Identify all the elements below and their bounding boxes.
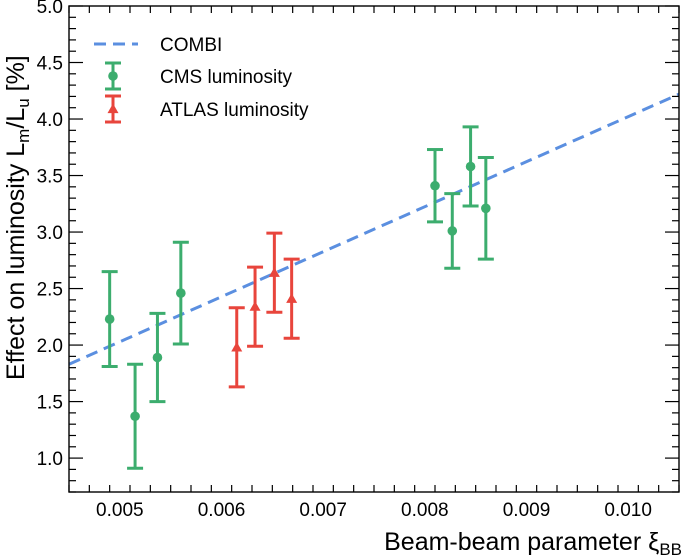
y-tick-label: 4.0 [37, 110, 63, 131]
y-tick-label: 5.0 [37, 0, 63, 18]
x-tick-label: 0.008 [401, 500, 449, 521]
legend: COMBI CMS luminosity ATLAS luminosity [94, 35, 309, 124]
x-tick-label: 0.009 [503, 500, 551, 521]
x-axis-title-subscript: BB [659, 540, 682, 556]
legend-entry-combi: COMBI [94, 35, 222, 56]
data-point [172, 240, 189, 346]
y-axis-title-sub-m: m [14, 129, 33, 143]
marker [249, 301, 261, 311]
data-point [127, 362, 144, 470]
x-tick-label: 0.007 [299, 500, 347, 521]
y-tick-label: 4.5 [37, 54, 63, 75]
y-tick-label: 1.5 [37, 393, 63, 414]
marker [286, 293, 298, 303]
data-point [149, 311, 166, 404]
series-atlas-luminosity [228, 231, 300, 389]
x-axis-title: Beam-beam parameter ξBB [384, 528, 682, 556]
y-axis-title-mid: /L [2, 108, 30, 129]
marker [152, 352, 163, 363]
marker [176, 288, 186, 298]
data-layer [68, 92, 680, 470]
data-point [283, 257, 300, 340]
y-axis-title: Effect on luminosity Lm/Lu [%] [2, 55, 33, 380]
y-tick-label: 2.0 [37, 336, 63, 357]
x-tick-label: 0.006 [198, 500, 246, 521]
marker [481, 203, 491, 214]
y-axis-title-unit: [%] [2, 55, 30, 98]
legend-label: ATLAS luminosity [160, 100, 309, 121]
data-point [477, 155, 494, 261]
marker [430, 180, 440, 191]
y-axis-title-main: Effect on luminosity L [2, 143, 30, 380]
y-axis-title-sub-u: u [14, 98, 33, 107]
data-point [228, 306, 245, 389]
marker [231, 341, 243, 352]
ticks-layer: 0.005 0.006 0.007 0.008 0.009 0.010 1.0 1.5 2.0 2… [37, 0, 680, 521]
legend-marker [107, 103, 119, 114]
data-point [247, 265, 264, 348]
data-point [427, 148, 443, 224]
legend-entry-cms-luminosity: CMS luminosity [105, 61, 292, 91]
legend-entry-atlas-luminosity: ATLAS luminosity [105, 94, 309, 124]
y-tick-label: 2.5 [37, 280, 63, 301]
series-cms-luminosity [101, 125, 494, 470]
marker [465, 161, 476, 172]
x-axis-title-main: Beam-beam parameter ξ [384, 528, 659, 556]
marker [268, 267, 280, 277]
x-tick-label: 0.005 [96, 500, 144, 521]
series-combi [68, 92, 680, 366]
marker [130, 411, 140, 422]
data-point [101, 270, 118, 369]
legend-label: COMBI [160, 35, 222, 56]
x-tick-label: 0.010 [604, 500, 652, 521]
combi-line [68, 92, 680, 366]
y-tick-label: 1.0 [37, 449, 63, 470]
legend-marker [108, 71, 118, 81]
marker [447, 226, 458, 236]
marker [104, 314, 115, 324]
legend-label: CMS luminosity [160, 67, 292, 88]
y-tick-label: 3.0 [37, 223, 63, 244]
data-point [444, 192, 461, 270]
y-tick-label: 3.5 [37, 167, 63, 188]
data-point [266, 231, 283, 314]
data-point [462, 125, 479, 208]
